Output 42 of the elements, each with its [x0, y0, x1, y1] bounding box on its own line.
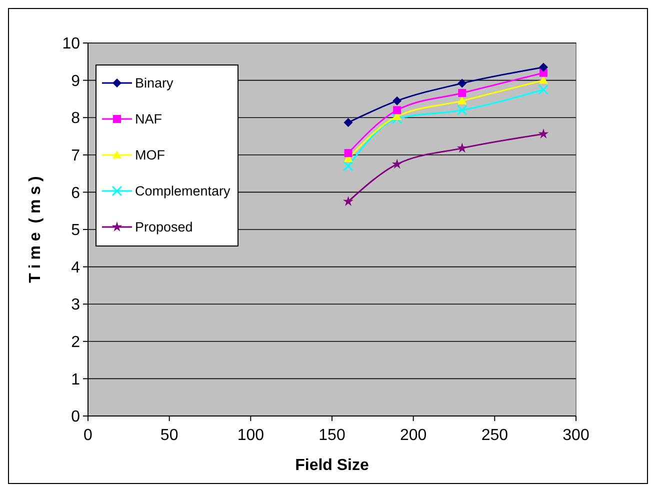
x-tick-label: 300: [562, 427, 590, 444]
legend-label: Proposed: [135, 220, 193, 235]
legend-label: MOF: [135, 148, 165, 163]
y-tick-label: 6: [71, 184, 80, 202]
y-tick-label: 2: [71, 334, 80, 351]
point: [392, 96, 402, 106]
y-tick-label: 4: [71, 259, 80, 276]
point: [343, 160, 354, 172]
y-axis-title: T i m e ( m s ): [27, 176, 44, 283]
x-tick-label: 0: [84, 427, 93, 444]
legend-label: Binary: [135, 76, 174, 91]
point: [538, 62, 548, 72]
y-tick-label: 1: [71, 371, 80, 388]
x-tick-label: 50: [160, 427, 178, 444]
point: [344, 149, 352, 158]
y-tick-label: 5: [71, 222, 80, 240]
y-tick-label: 9: [71, 72, 80, 90]
legend-label: Complementary: [135, 184, 231, 199]
point: [458, 88, 466, 97]
point: [538, 76, 548, 84]
point: [392, 158, 402, 169]
point: [456, 104, 468, 116]
point: [392, 113, 402, 124]
x-tick-label: 150: [318, 427, 346, 444]
y-tick-label: 0: [71, 408, 80, 426]
x-tick-label: 250: [481, 427, 508, 444]
x-tick-label: 100: [237, 427, 264, 444]
y-tick-label: 7: [71, 148, 80, 164]
x-tick-label: 200: [400, 427, 427, 444]
point: [538, 128, 549, 138]
point: [456, 142, 468, 153]
point: [343, 196, 354, 206]
x-axis-title: Field Size: [295, 457, 369, 474]
legend-label: NAF: [135, 112, 162, 127]
point: [458, 96, 467, 104]
point: [538, 84, 549, 95]
point: [458, 78, 467, 88]
y-tick-label: 10: [62, 36, 80, 53]
point: [393, 106, 402, 114]
y-tick-label: 8: [71, 110, 80, 128]
y-tick-label: 3: [71, 296, 80, 314]
point: [344, 118, 353, 127]
